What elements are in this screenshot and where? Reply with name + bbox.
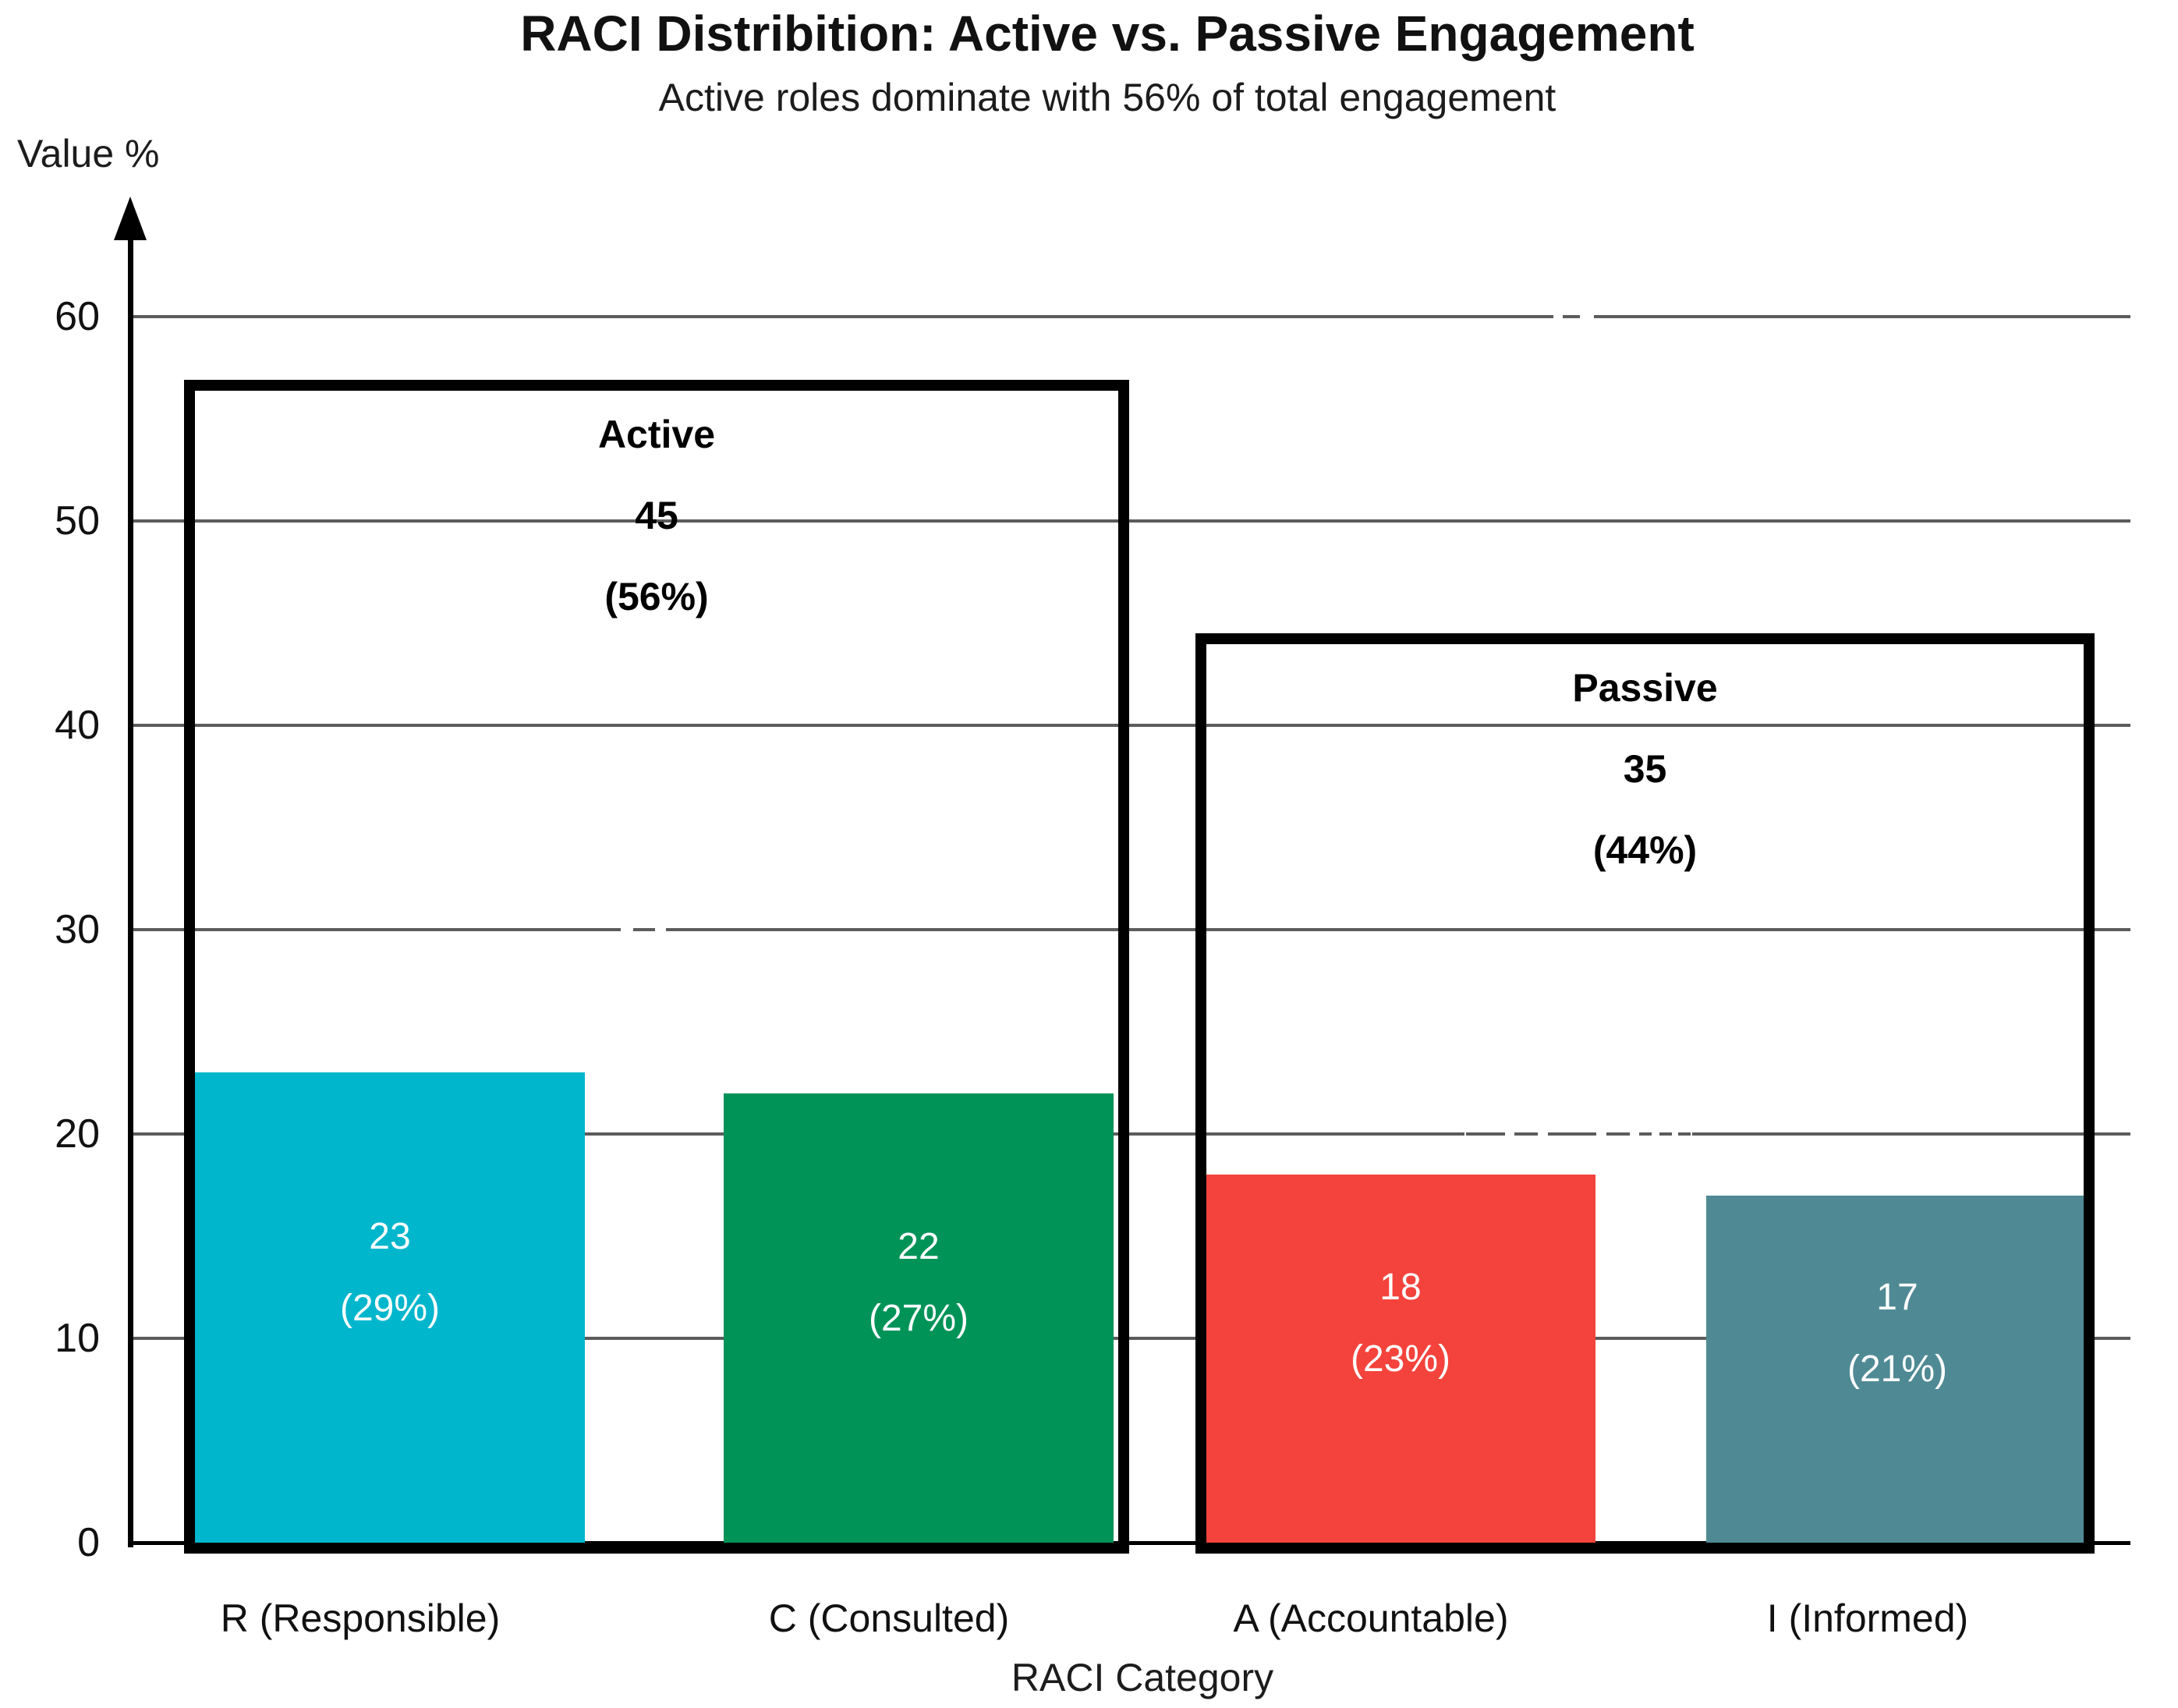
- gridline-dash: [1659, 1132, 1672, 1136]
- bar-r: [195, 1072, 585, 1543]
- y-axis-line: [128, 232, 133, 1547]
- group-label-passive: Passive 35 (44%): [1572, 666, 1718, 873]
- gridline-dash: [1548, 1132, 1596, 1136]
- gridline-dash: [1466, 1132, 1505, 1136]
- x-axis-line: [130, 1541, 2130, 1545]
- y-tick-label: 20: [55, 1111, 100, 1157]
- y-tick-label: 10: [55, 1316, 100, 1361]
- y-tick-label: 60: [55, 294, 100, 339]
- gridline-dash: [1678, 1132, 1691, 1136]
- bar-value-label: 23 (29%): [339, 1215, 441, 1329]
- gridline-dash: [1639, 1132, 1652, 1136]
- gridline-dash: [1514, 1132, 1538, 1136]
- y-tick-label: 0: [77, 1520, 100, 1565]
- y-tick-label: 50: [55, 498, 100, 544]
- gridline: [130, 1337, 2130, 1340]
- group-box-active: [184, 380, 1129, 1554]
- x-axis-label: RACI Category: [1011, 1656, 1274, 1699]
- gridline-dash: [633, 928, 655, 931]
- gridline: [130, 1132, 2130, 1136]
- x-tick-label: R (Responsible): [220, 1596, 501, 1640]
- gridline: [130, 928, 2130, 931]
- x-tick-label: I (Informed): [1766, 1596, 1969, 1640]
- y-tick-label: 40: [55, 703, 100, 748]
- group-label-active: Active 45 (56%): [597, 413, 716, 619]
- chart-subtitle: Active roles dominate with 56% of total …: [658, 76, 1556, 119]
- gridline-dash: [1606, 1132, 1630, 1136]
- y-axis-arrow-icon: [114, 197, 147, 240]
- group-box-passive: [1195, 633, 2095, 1554]
- bar-value-label: 22 (27%): [868, 1225, 969, 1339]
- chart-title: RACI Distribition: Active vs. Passive En…: [520, 5, 1695, 62]
- gridline: [130, 519, 2130, 523]
- gridline-dash: [1563, 315, 1580, 318]
- x-tick-label: A (Accountable): [1233, 1596, 1509, 1640]
- gridline: [130, 724, 2130, 727]
- x-tick-label: C (Consulted): [768, 1596, 1010, 1640]
- y-axis-label: Value %: [17, 132, 160, 175]
- bar-a: [1206, 1175, 1595, 1543]
- gridline: [130, 315, 2130, 318]
- y-tick-label: 30: [55, 907, 100, 952]
- bar-value-label: 17 (21%): [1847, 1277, 1948, 1391]
- bar-i: [1706, 1195, 2088, 1543]
- bar-value-label: 18 (23%): [1350, 1267, 1451, 1380]
- bar-c: [724, 1093, 1114, 1543]
